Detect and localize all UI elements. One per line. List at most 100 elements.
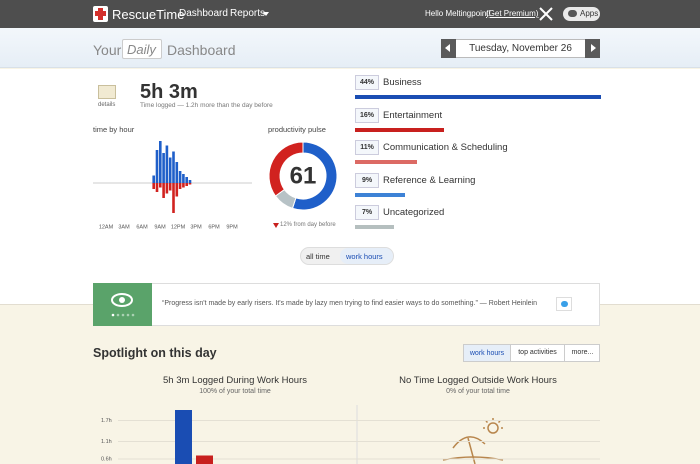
productive-bar <box>182 174 185 183</box>
pulse-segment <box>291 141 338 211</box>
hour-chart: 12AM 3AM 6AM 9AM 12PM 3PM 6PM 9PM <box>93 141 252 230</box>
productive-bar <box>188 180 192 183</box>
spotlight-bar <box>175 410 192 464</box>
productive-bar <box>152 175 155 183</box>
details-icon[interactable] <box>98 85 116 99</box>
percent-badge: 11% <box>355 140 379 155</box>
productive-bar <box>165 145 169 183</box>
pulse-center <box>281 154 325 198</box>
spotlight-title: Spotlight on this day <box>93 346 217 360</box>
logo-icon[interactable] <box>93 6 108 22</box>
percent-badge: 44% <box>355 75 379 90</box>
productive-bar <box>162 153 165 183</box>
x-tick-label: 6PM <box>208 224 220 230</box>
header-prefix: Your <box>93 42 122 58</box>
quote-box <box>93 283 600 326</box>
category-label: Reference & Learning <box>383 174 476 186</box>
distracting-bar <box>168 183 172 191</box>
x-tick-label: 9PM <box>226 224 238 230</box>
distracting-bar <box>178 183 182 189</box>
distracting-bar <box>165 183 169 194</box>
distracting-bar <box>155 183 159 192</box>
work-hours-title: 5h 3m Logged During Work Hours <box>163 375 307 386</box>
distracting-bar <box>188 183 192 185</box>
brand[interactable]: RescueTime <box>112 7 185 22</box>
category-bar <box>355 225 395 229</box>
greeting: Hello Meltingpoint! <box>425 9 491 18</box>
total-time: 5h 3m <box>140 81 198 103</box>
toggle-option[interactable]: all time <box>306 252 330 261</box>
nav-link[interactable]: Reports <box>230 8 266 19</box>
category-label: Communication & Scheduling <box>383 142 508 153</box>
percent-badge: 16% <box>355 107 379 123</box>
pulse-score: 61 <box>290 162 317 189</box>
down-arrow <box>273 223 279 228</box>
category-bar <box>355 192 406 197</box>
details-link[interactable]: details <box>98 102 116 108</box>
productive-bar <box>155 150 159 183</box>
distracting-bar <box>162 183 165 198</box>
productive-bar <box>185 177 188 183</box>
prev-day[interactable] <box>441 39 456 58</box>
pulse-title: productivity pulse <box>268 125 326 134</box>
outside-hours-subtitle: 0% of your total time <box>446 388 510 395</box>
distracting-bar <box>185 183 188 186</box>
productive-bar <box>168 157 172 183</box>
productive-bar <box>159 141 162 183</box>
premium-link[interactable]: (Get Premium) <box>486 9 539 18</box>
tools-icon[interactable] <box>538 6 554 22</box>
category-bar <box>355 160 417 164</box>
distracting-bar <box>175 183 179 197</box>
y-tick-label: 1.1h <box>101 439 112 445</box>
distracting-bar <box>159 183 162 188</box>
main-panel <box>0 69 700 305</box>
category-label: Business <box>383 77 422 88</box>
apps-button[interactable]: Apps <box>563 7 600 21</box>
y-tick-label: 0.6h <box>101 456 112 462</box>
x-tick-label: 9AM <box>154 224 166 230</box>
tab[interactable]: more... <box>571 349 594 356</box>
pulse-segment <box>268 141 304 197</box>
category-label: Entertainment <box>383 109 443 121</box>
outside-hours-title: No Time Logged Outside Work Hours <box>399 375 557 386</box>
tab[interactable]: work hours <box>463 344 511 362</box>
distracting-bar <box>152 183 155 189</box>
percent-badge: 9% <box>355 172 379 188</box>
date-label: Tuesday, November 26 <box>469 43 572 54</box>
tab[interactable]: top activities <box>511 344 565 362</box>
productive-bar <box>172 151 175 183</box>
distracting-bar <box>182 183 185 188</box>
toggle-active[interactable] <box>340 248 393 264</box>
spotlight-chart: 1.7h 1.1h 0.6h <box>101 405 600 464</box>
hour-chart-title: time by hour <box>93 125 135 134</box>
x-tick-label: 3PM <box>190 224 202 230</box>
nav-link[interactable]: Dashboard <box>179 8 228 19</box>
pulse-change: 12% from day before <box>280 222 336 228</box>
spotlight-bar <box>196 455 213 464</box>
distracting-bar <box>172 183 175 213</box>
x-tick-label: 3AM <box>118 224 130 230</box>
category-bar <box>355 95 601 99</box>
header-suffix: Dashboard <box>167 42 236 58</box>
caret <box>263 12 269 16</box>
tweet-button[interactable] <box>556 297 572 311</box>
productive-bar <box>178 171 182 183</box>
total-note: Time logged — 1.2h more than the day bef… <box>140 102 273 109</box>
category-bar <box>355 127 445 132</box>
category-label: Uncategorized <box>383 207 445 218</box>
percent-badge: 7% <box>355 205 379 220</box>
y-tick-label: 1.7h <box>101 418 112 424</box>
period-select[interactable]: Daily <box>122 39 162 59</box>
apps-label[interactable]: Apps <box>580 9 599 18</box>
next-day[interactable] <box>585 39 600 58</box>
productive-bar <box>175 162 179 183</box>
x-tick-label: 12AM <box>99 224 114 230</box>
pulse-chart: 61 <box>268 141 338 211</box>
quote-text: “Progress isn't made by early risers. It… <box>162 300 537 307</box>
quote-icon-box <box>93 283 152 326</box>
work-hours-subtitle: 100% of your total time <box>199 388 271 395</box>
x-tick-label: 6AM <box>136 224 148 230</box>
toggle-option[interactable]: work hours <box>346 252 383 261</box>
x-tick-label: 12PM <box>171 224 186 230</box>
